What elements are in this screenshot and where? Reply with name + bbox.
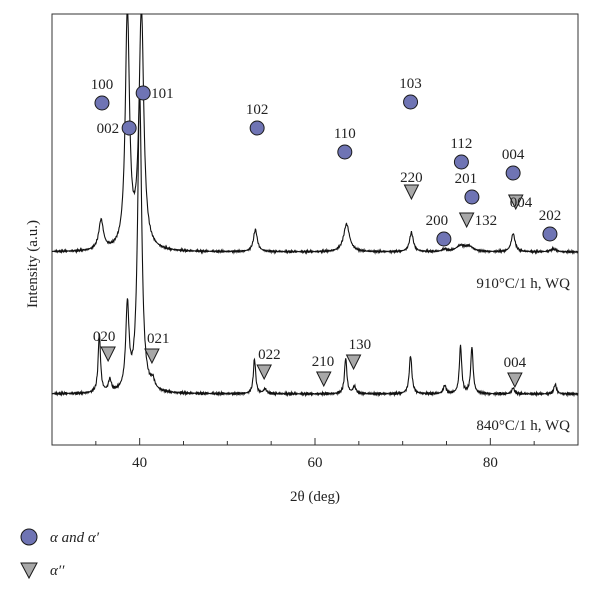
alpha-peak-marker: [135, 85, 151, 101]
alpha-double-prime-peak-marker: [315, 371, 332, 388]
legend: α and α′ α′′: [20, 528, 100, 580]
alpha-double-prime-peak-marker: [144, 348, 160, 365]
miller-index-label: 200: [426, 213, 449, 229]
miller-index-label: 021: [147, 331, 170, 347]
alpha-peak-marker: [464, 189, 480, 205]
miller-index-label: 201: [455, 171, 478, 187]
alpha-peak-marker: [121, 120, 137, 136]
legend-triangle-marker: [20, 562, 38, 580]
annotation-group: 100 002 101 102 110 103 220 112 201 200 132 004 004 2…: [91, 76, 562, 389]
y-axis-title: Intensity (a.u.): [25, 220, 41, 308]
alpha-peak-marker: [436, 231, 452, 247]
plot-frame: [51, 13, 579, 446]
axes-group: 2θ (deg) Intensity (a.u.) 40 60 80: [25, 220, 579, 505]
miller-index-label: 130: [349, 337, 372, 353]
alpha-peak-marker: [453, 154, 469, 170]
alpha-peak-marker: [337, 144, 353, 160]
pattern-condition-label: 910°C/1 h, WQ: [476, 276, 570, 292]
miller-index-label: 202: [539, 208, 562, 224]
alpha-double-prime-peak-marker: [458, 212, 475, 229]
legend-label: α and α′: [50, 530, 100, 546]
miller-index-label: 132: [475, 213, 498, 229]
miller-index-label: 004: [502, 147, 525, 163]
alpha-peak-marker: [505, 165, 521, 181]
alpha-peak-marker: [94, 95, 110, 111]
x-tick-label: 60: [308, 455, 323, 471]
pattern-condition-label: 840°C/1 h, WQ: [476, 418, 570, 434]
miller-index-label: 022: [258, 347, 281, 363]
miller-index-label: 004: [504, 355, 527, 371]
plot-frame-rect: [51, 13, 579, 446]
miller-index-label: 103: [399, 76, 422, 92]
legend-circle-marker: [20, 528, 38, 546]
miller-index-label: 210: [312, 354, 335, 370]
miller-index-label: 004: [510, 195, 533, 211]
alpha-double-prime-peak-marker: [345, 354, 362, 371]
alpha-double-prime-peak-marker: [507, 372, 523, 389]
miller-index-label: 102: [246, 102, 269, 118]
alpha-double-prime-peak-marker: [507, 194, 524, 211]
x-tick-label: 40: [132, 455, 147, 471]
miller-index-label: 002: [97, 121, 120, 137]
xrd-pattern-line: [51, 13, 579, 255]
alpha-peak-marker: [542, 226, 558, 242]
x-axis-title: 2θ (deg): [290, 489, 340, 505]
alpha-double-prime-peak-marker: [100, 346, 116, 363]
alpha-double-prime-peak-marker: [256, 364, 272, 381]
alpha-double-prime-peak-marker: [403, 184, 420, 201]
miller-index-label: 220: [400, 170, 423, 186]
miller-index-label: 020: [93, 329, 116, 345]
alpha-peak-marker: [249, 120, 265, 136]
miller-index-label: 101: [151, 86, 174, 102]
miller-index-label: 112: [450, 136, 472, 152]
miller-index-label: 100: [91, 77, 114, 93]
legend-label: α′′: [50, 563, 65, 579]
x-tick-label: 80: [483, 455, 498, 471]
alpha-peak-marker: [403, 94, 419, 110]
miller-index-label: 110: [334, 126, 356, 142]
series-group: 910°C/1 h, WQ 840°C/1 h, WQ: [51, 13, 579, 434]
xrd-pattern-line: [51, 90, 579, 398]
